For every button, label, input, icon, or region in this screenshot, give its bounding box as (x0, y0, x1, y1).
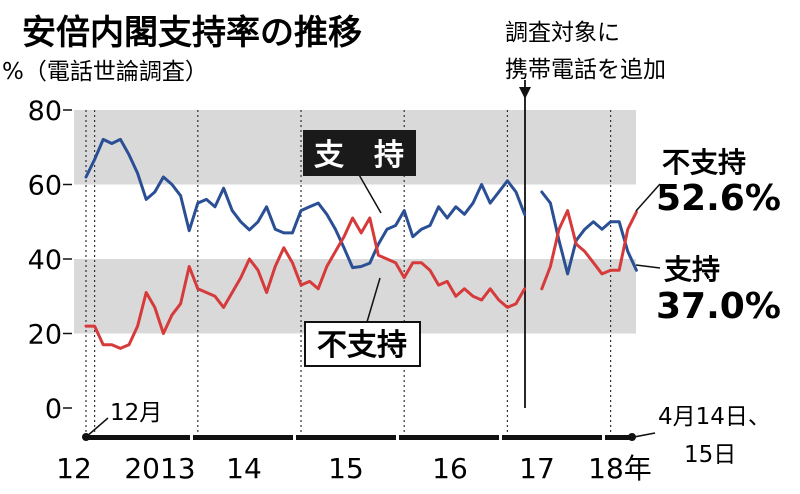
y-tick-60: 60 (28, 171, 62, 202)
support-end-value: 37.0% (656, 286, 781, 327)
timeline-segment-2 (193, 435, 293, 440)
support-callout-leader (357, 172, 382, 214)
end-date-leader (633, 432, 656, 438)
nonsupport-callout-box (304, 321, 421, 367)
nonsupport-end-value: 52.6% (656, 178, 781, 219)
support-callout-box (303, 130, 416, 176)
x-tick-14: 14 (226, 452, 262, 485)
timeline-segment-4 (399, 435, 499, 440)
x-tick-12: 12 (56, 452, 92, 485)
x-tick-15: 15 (328, 452, 364, 485)
phone-survey-change-marker (519, 87, 531, 99)
y-tick-80: 80 (28, 96, 62, 127)
y-tick-0: 0 (45, 394, 62, 425)
series-layer (84, 137, 638, 350)
support-end-leader (635, 264, 661, 269)
timeline-segment-6 (605, 435, 630, 440)
phone-survey-note-line1: 調査対象に (505, 20, 620, 46)
nonsupport-end-label: 不支持 (662, 146, 746, 179)
support-series-line-1 (84, 137, 527, 270)
nonsupport-series-line-1 (84, 216, 527, 350)
timeline-segment-5 (502, 435, 602, 440)
nonsupport-series-line-2 (540, 209, 638, 291)
y-tick-40: 40 (28, 245, 62, 276)
nonsupport-end-leader (635, 183, 661, 212)
x-tick-17: 17 (519, 452, 555, 485)
phone-survey-note-line2: 携帯電話を追加 (505, 57, 666, 83)
support-callout-label: 支 持 (314, 138, 404, 173)
support-end-label: 支持 (664, 253, 720, 286)
chart-subtitle: %（電話世論調査） (2, 59, 208, 85)
start-date-label: 12月 (110, 400, 162, 426)
start-date-leader (85, 417, 109, 438)
y-tick-20: 20 (28, 320, 62, 351)
timeline-segment-3 (296, 435, 396, 440)
x-tick-2013: 2013 (124, 452, 195, 485)
timeline-end-dot (628, 433, 636, 441)
timeline-segment-1 (86, 435, 190, 440)
x-axis-ticks: 12 2013 14 15 16 17 18年 (56, 452, 652, 485)
y-axis-ticks: 0 20 40 60 80 (28, 96, 72, 425)
x-tick-16: 16 (432, 452, 468, 485)
nonsupport-callout-label: 不支持 (317, 328, 407, 363)
end-date-line1: 4月14日、 (658, 404, 771, 430)
chart-title: 安倍内閣支持率の推移 (22, 13, 362, 53)
nonsupport-callout-leader (366, 277, 381, 323)
x-tick-18年: 18年 (588, 452, 652, 485)
end-date-line2: 15日 (684, 442, 736, 468)
timeline-bar (82, 433, 636, 441)
